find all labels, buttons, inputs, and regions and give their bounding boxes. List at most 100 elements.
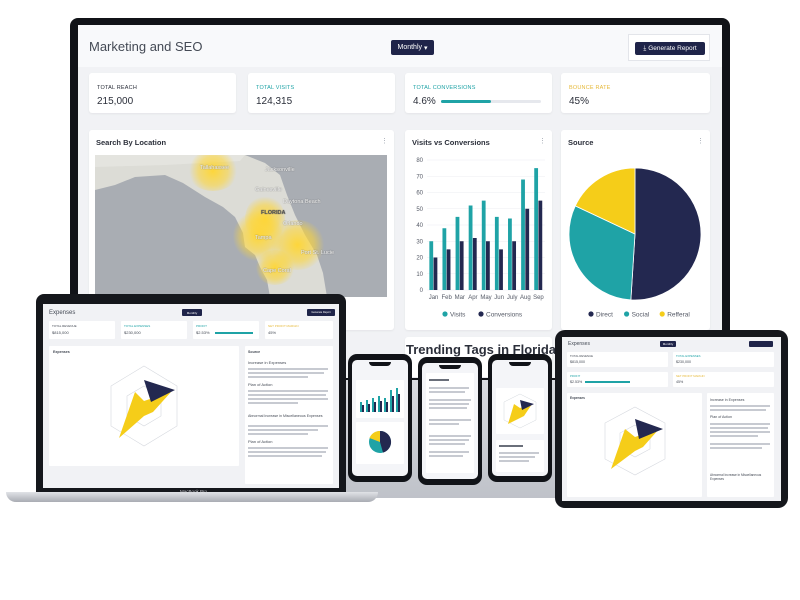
- source-heading: Plan of Action: [710, 415, 732, 419]
- florida-heat-map[interactable]: Tallahassee Jacksonville Gainesville Day…: [95, 155, 387, 297]
- text-line: [429, 379, 449, 381]
- phone-1: [348, 354, 412, 482]
- tablet-kpi-card: NET PROFIT MARGIN 45%: [673, 372, 774, 387]
- phone-2-screen: [422, 363, 478, 479]
- y-tick-label: 80: [416, 158, 423, 164]
- legend-label: Visits: [450, 312, 466, 319]
- laptop-kpi-card: TOTAL EXPENSES $230,000: [121, 321, 187, 339]
- tablet-period-dropdown[interactable]: Monthly: [660, 341, 676, 347]
- text-line: [710, 447, 762, 449]
- laptop-kpi-card: PROFIT $2.53%: [193, 321, 259, 339]
- source-heading: Abnormal Increase in Miscellaneous Expen…: [248, 414, 323, 418]
- text-line: [248, 402, 298, 404]
- y-tick-label: 60: [416, 191, 423, 197]
- text-line: [429, 403, 469, 405]
- phone-notch: [509, 362, 531, 366]
- bar-visits: [494, 216, 499, 290]
- kpi-card-total-conversions: TOTAL CONVERSIONS 4.6%: [405, 73, 552, 113]
- text-line: [429, 419, 471, 421]
- bar-visits: [481, 200, 486, 290]
- map-label: Jacksonville: [265, 167, 295, 173]
- text-line: [499, 456, 535, 458]
- kpi-value: 124,315: [256, 96, 293, 107]
- tablet-period-label: Monthly: [662, 342, 674, 346]
- tablet-screen: Expenses Monthly TOTAL REVENUE $815,000 …: [562, 337, 781, 501]
- conversion-progress-fill: [441, 100, 491, 103]
- bar-conversions: [499, 249, 503, 290]
- bar-visits: [455, 216, 460, 290]
- phone-3-radar-card: [496, 388, 544, 434]
- kpi-value: $230,000: [124, 330, 141, 335]
- map-label: Orlando: [283, 221, 303, 227]
- laptop-kpi-card: NET PROFIT MARGIN 45%: [265, 321, 333, 339]
- period-dropdown[interactable]: Monthly ▾: [391, 40, 434, 55]
- x-tick-label: Sep: [533, 295, 544, 301]
- source-heading: Plan of Action: [248, 439, 273, 444]
- source-heading: Increase in Expenses: [710, 398, 745, 402]
- generate-report-button[interactable]: ⤓ Generate Report: [635, 42, 705, 55]
- kpi-label: TOTAL REVENUE: [52, 324, 77, 328]
- generate-report-container: ⤓ Generate Report: [628, 34, 710, 61]
- y-tick-label: 20: [416, 256, 423, 262]
- period-label: Monthly: [397, 44, 422, 51]
- legend-swatch: [442, 311, 448, 317]
- y-tick-label: 70: [416, 174, 423, 180]
- conversion-progress-bar: [441, 100, 541, 103]
- pie-slice-direct: [630, 167, 702, 301]
- kebab-menu-icon[interactable]: ⋮: [697, 138, 704, 145]
- x-tick-label: Jan: [429, 295, 439, 301]
- profit-progress: [215, 332, 253, 334]
- kpi-label: NET PROFIT MARGIN: [268, 324, 299, 328]
- x-tick-label: Feb: [441, 295, 452, 301]
- text-line: [499, 445, 523, 447]
- bar-conversions: [525, 208, 530, 290]
- bar-conversions: [433, 257, 438, 290]
- text-line: [429, 443, 465, 445]
- kpi-label: TOTAL EXPENSES: [676, 354, 701, 358]
- phone-1-bar-card: [356, 380, 404, 418]
- kpi-label: TOTAL VISITS: [256, 85, 295, 91]
- kpi-card-total-reach: TOTAL REACH 215,000: [89, 73, 236, 113]
- bar-conversions: [472, 238, 477, 290]
- kpi-value: $815,000: [52, 330, 69, 335]
- profit-progress: [585, 381, 630, 383]
- x-tick-label: July: [507, 295, 518, 301]
- pie-slice-refferal: [574, 167, 636, 235]
- text-line: [710, 435, 758, 437]
- text-line: [429, 435, 471, 437]
- source-card: Source ⋮ Direct Social Refferal: [561, 130, 710, 330]
- tablet-kpi-card: TOTAL EXPENSES $230,000: [673, 352, 774, 367]
- kebab-menu-icon[interactable]: ⋮: [539, 138, 546, 145]
- x-tick-label: Apr: [468, 295, 477, 301]
- x-tick-label: May: [480, 295, 491, 301]
- kpi-value: 45%: [569, 96, 590, 107]
- kpi-label: NET PROFIT MARGIN: [676, 374, 705, 378]
- kpi-card-bounce-rate: BOUNCE RATE 45%: [561, 73, 710, 113]
- phone-1-pie-card: [356, 422, 404, 464]
- phone-1-pie-chart: [369, 430, 392, 453]
- kebab-menu-icon[interactable]: ⋮: [381, 138, 388, 145]
- text-line: [248, 451, 326, 453]
- bar-visits: [429, 241, 434, 290]
- laptop-generate-button[interactable]: Generate Report: [307, 309, 335, 316]
- bar-conversions: [512, 241, 517, 290]
- map-label: Tampa: [255, 235, 272, 241]
- card-title: Source: [568, 138, 594, 147]
- phone-1-bar-chart: [360, 388, 400, 412]
- tablet-radar-chart: [604, 406, 666, 476]
- tablet-kpi-card: PROFIT $2.53%: [567, 372, 668, 387]
- card-title: Expenses: [570, 396, 585, 400]
- bar-visits: [508, 218, 512, 290]
- bar-visits: [521, 179, 525, 290]
- tablet-generate-button[interactable]: [749, 341, 773, 347]
- visits-conversions-chart: 0 10 20 30 40 50 60 70 80 Jan Feb Mar Apr May Jun July A…: [416, 158, 545, 319]
- laptop-period-dropdown[interactable]: Monthly: [182, 309, 202, 316]
- kpi-card-total-visits: TOTAL VISITS 124,315: [248, 73, 395, 113]
- laptop-generate-label: Generate Report: [311, 311, 331, 314]
- page-title: Marketing and SEO: [89, 39, 203, 54]
- phone-3: [488, 354, 552, 482]
- y-tick-label: 30: [416, 239, 423, 245]
- bar-visits: [442, 228, 447, 290]
- kpi-label: PROFIT: [196, 324, 207, 328]
- laptop-base: [6, 492, 378, 502]
